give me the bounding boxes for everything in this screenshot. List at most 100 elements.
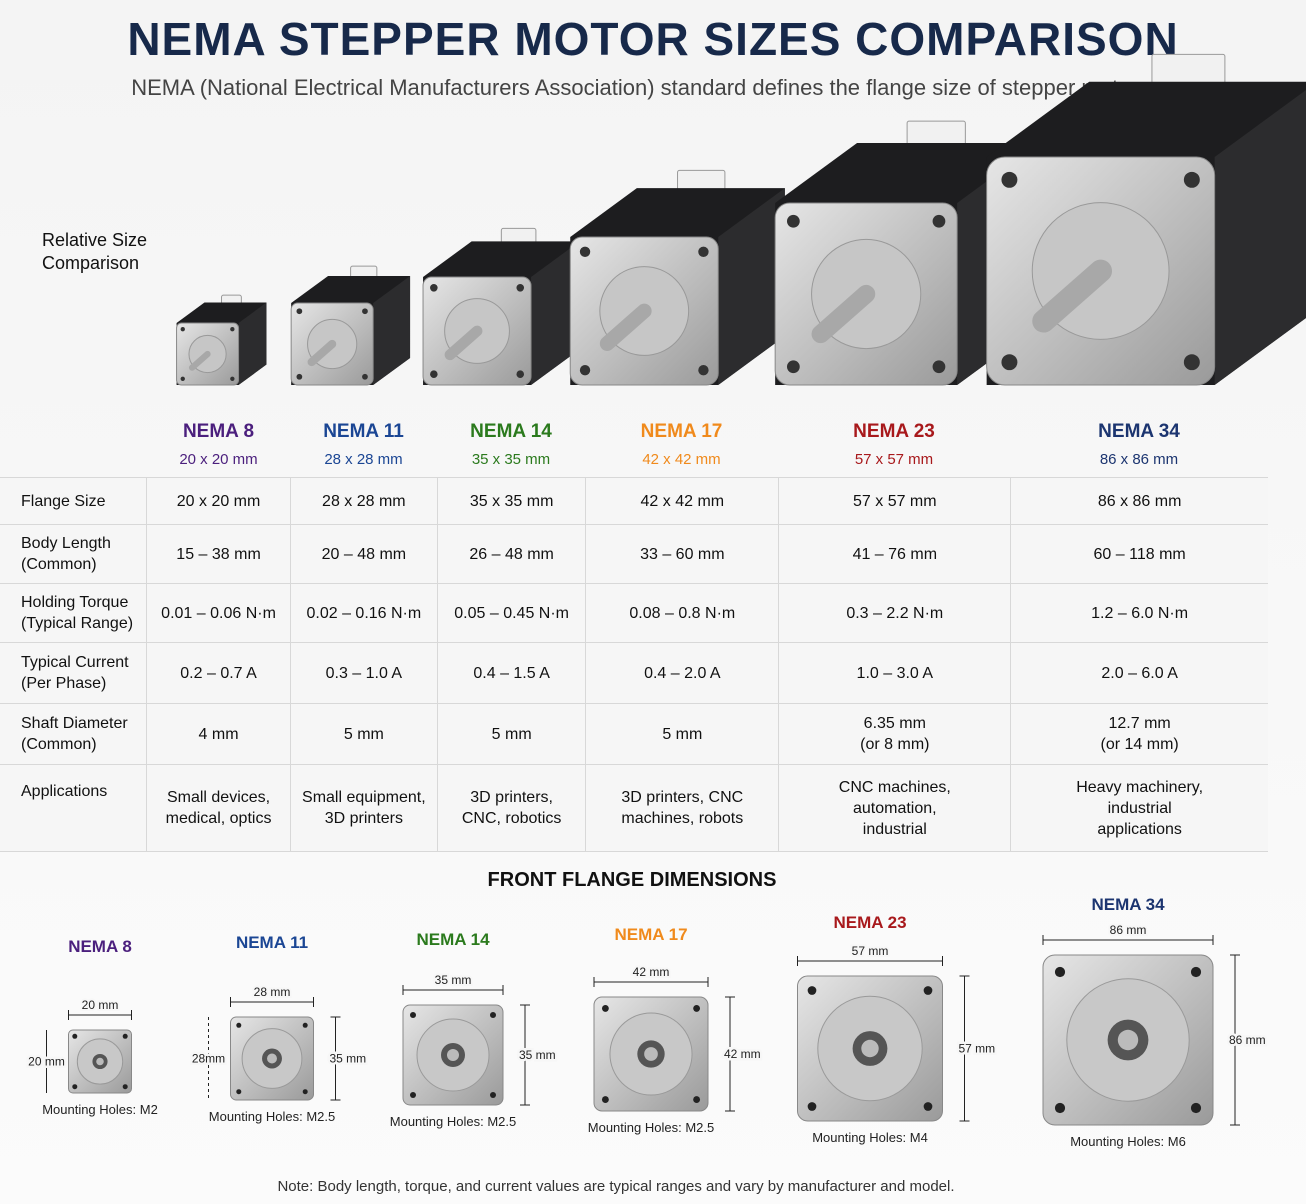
flange-hole xyxy=(923,1102,933,1111)
motor xyxy=(422,227,580,386)
table-cell: 33 – 60 mm xyxy=(585,525,778,583)
motor-name: NEMA 14 xyxy=(470,421,552,442)
subtitle: NEMA (National Electrical Manufacturers … xyxy=(131,75,1155,100)
motor-shaft xyxy=(599,303,652,351)
height-label: 57 mm xyxy=(959,1042,996,1056)
mount-hole xyxy=(786,214,800,228)
motor-back xyxy=(1214,90,1306,385)
motor-size: 86 x 86 mm xyxy=(1099,451,1179,468)
table-row: Body Length (Common) 15 – 38 mm 20 – 48 mm… xyxy=(0,525,1268,584)
flange-hole xyxy=(1190,966,1202,978)
row-label: Applications xyxy=(21,783,108,800)
mount-hole xyxy=(932,360,946,374)
table-cell: CNC machines, automation, industrial xyxy=(778,765,1010,851)
flange-name: NEMA 11 xyxy=(235,933,309,952)
table-cell: 86 x 86 mm xyxy=(1010,478,1268,524)
flange-hole xyxy=(1054,966,1066,978)
flange-title: FRONT FLANGE DIMENSIONS xyxy=(487,869,777,891)
width-label: 57 mm xyxy=(852,944,889,958)
width-label: 42 mm xyxy=(633,965,670,979)
flange-shaft xyxy=(96,1057,104,1066)
table-cell: 1.2 – 6.0 N·m xyxy=(1010,584,1268,642)
motor-name: NEMA 34 xyxy=(1098,421,1180,442)
motor-size: 57 x 57 mm xyxy=(854,451,934,468)
flange-hole xyxy=(1190,1102,1202,1114)
motor-back xyxy=(531,241,580,385)
flange-shaft xyxy=(267,1053,277,1064)
motor-name: NEMA 11 xyxy=(323,421,404,442)
flange-hole xyxy=(236,1022,242,1028)
mount-hole xyxy=(698,246,709,257)
row-label: Body Length (Common) xyxy=(21,535,111,573)
flange-name: NEMA 8 xyxy=(68,937,132,956)
flange-name: NEMA 14 xyxy=(416,930,490,949)
mount-hole xyxy=(296,373,303,380)
flange-hole xyxy=(72,1033,78,1039)
width-label: 28 mm xyxy=(254,985,291,999)
table-cell: 5 mm xyxy=(289,704,437,764)
table-cell: 60 – 118 mm xyxy=(1010,525,1268,583)
flange-hole xyxy=(1054,1102,1066,1114)
mounting-holes: Mounting Holes: M2.5 xyxy=(587,1120,715,1135)
mount-hole xyxy=(430,370,438,378)
motor-shaft xyxy=(1032,259,1113,333)
motor-back xyxy=(718,188,785,385)
flange-name: NEMA 34 xyxy=(1091,895,1165,914)
width-label: 86 mm xyxy=(1110,923,1147,937)
mount-hole xyxy=(516,284,525,292)
row-label: Shaft Diameter (Common) xyxy=(21,715,128,753)
flange-name: NEMA 17 xyxy=(614,925,688,944)
flange-shaft xyxy=(861,1039,879,1058)
mount-hole xyxy=(180,327,185,332)
table-cell: 57 x 57 mm xyxy=(778,478,1010,524)
flange-name: NEMA 23 xyxy=(833,913,907,932)
title: NEMA STEPPER MOTOR SIZES COMPARISON xyxy=(127,13,1179,65)
motor-size: 42 x 42 mm xyxy=(642,451,721,468)
table-cell: 0.4 – 1.5 A xyxy=(437,643,585,703)
motor-shaft xyxy=(188,350,211,371)
motor-size: 35 x 35 mm xyxy=(471,451,551,468)
table-cell: 0.2 – 0.7 A xyxy=(146,643,289,703)
table-cell: 5 mm xyxy=(437,704,585,764)
motor-shaft xyxy=(307,339,337,367)
motor-name: NEMA 23 xyxy=(853,421,935,442)
flange-hole xyxy=(72,1084,78,1090)
motor-back xyxy=(373,275,411,385)
flange-hole xyxy=(236,1089,242,1095)
table-cell: 2.0 – 6.0 A xyxy=(1010,643,1268,703)
flange-hole xyxy=(693,1004,701,1012)
motor-name: NEMA 17 xyxy=(640,421,723,442)
flange-hole xyxy=(601,1096,609,1104)
table-row: Typical Current (Per Phase) 0.2 – 0.7 A 0.… xyxy=(0,643,1268,704)
flange-hole xyxy=(923,986,933,995)
mount-hole xyxy=(1001,171,1018,188)
flange-hole xyxy=(122,1033,128,1039)
flange-hole xyxy=(601,1004,609,1012)
mounting-holes: Mounting Holes: M2 xyxy=(42,1102,158,1117)
table-cell: 41 – 76 mm xyxy=(778,525,1010,583)
mount-hole xyxy=(230,376,235,381)
flange-hole xyxy=(410,1092,416,1098)
table-row: Shaft Diameter (Common) 4 mm 5 mm 5 mm 5 mm 6… xyxy=(0,704,1268,765)
row-label: Holding Torque (Typical Range) xyxy=(21,594,134,632)
mounting-holes: Mounting Holes: M2.5 xyxy=(208,1109,336,1124)
row-label: Flange Size xyxy=(21,492,106,510)
motor-name: NEMA 8 xyxy=(182,421,255,442)
flange-hole xyxy=(122,1084,128,1090)
table-cell: 0.08 – 0.8 N·m xyxy=(585,584,778,642)
left-label: 28mm xyxy=(192,1052,225,1066)
motor-size: 28 x 28 mm xyxy=(324,451,403,468)
mount-hole xyxy=(296,308,303,315)
table-cell: 20 x 20 mm xyxy=(146,478,289,524)
flange-hole xyxy=(693,1096,701,1104)
mounting-holes: Mounting Holes: M4 xyxy=(812,1130,928,1145)
left-label: 20 mm xyxy=(28,1055,65,1069)
table-cell: 0.3 – 2.2 N·m xyxy=(778,584,1010,642)
flange-hole xyxy=(807,1102,817,1111)
width-label: 35 mm xyxy=(435,973,472,987)
table-cell: 0.4 – 2.0 A xyxy=(585,643,778,703)
motor xyxy=(290,265,411,386)
height-label: 86 mm xyxy=(1229,1033,1266,1047)
height-label: 35 mm xyxy=(330,1052,367,1066)
